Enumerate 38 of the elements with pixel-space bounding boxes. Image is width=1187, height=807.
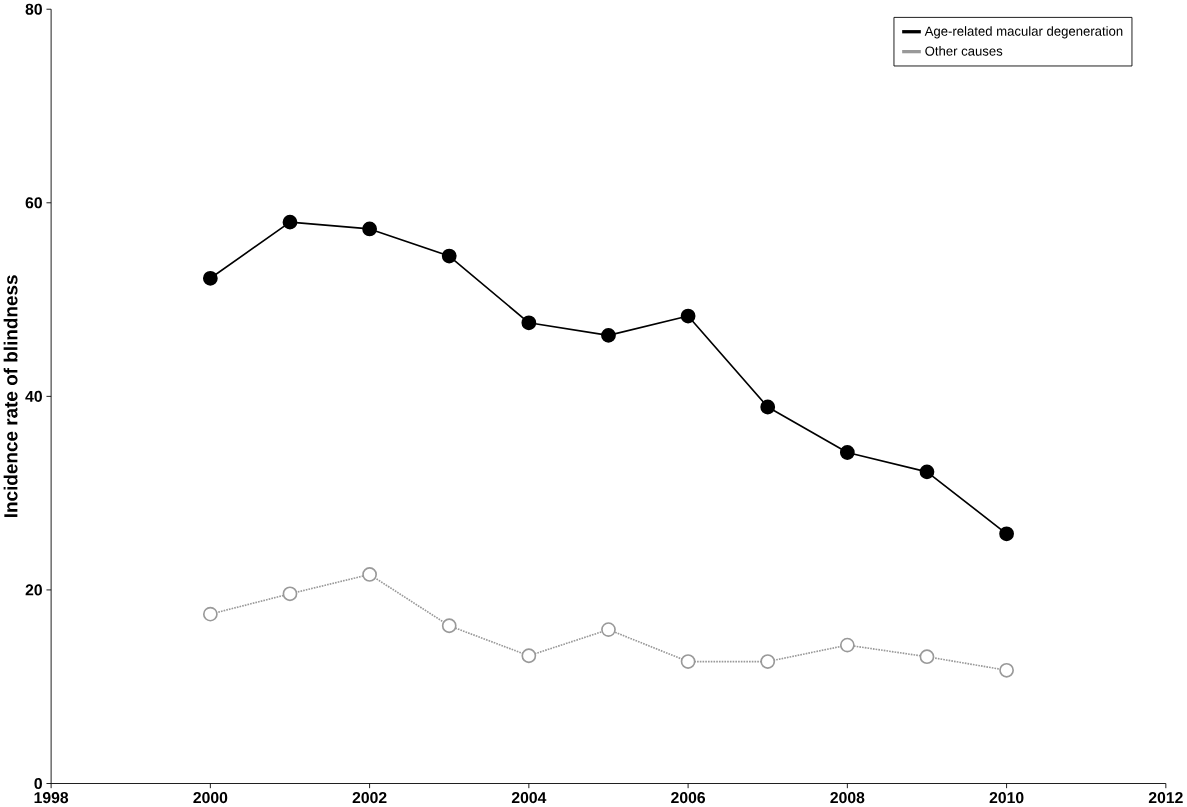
point <box>839 637 855 653</box>
y-tick-label: 80 <box>25 3 42 15</box>
point <box>601 622 616 638</box>
y-tick-label: 20 <box>25 584 42 596</box>
x-tick-label: 2002 <box>352 792 387 804</box>
x-tick-label: 2012 <box>1148 792 1183 804</box>
point <box>760 399 776 415</box>
point <box>839 445 855 460</box>
point <box>760 654 776 670</box>
point <box>362 567 377 582</box>
point <box>919 649 935 665</box>
legend-label: Age-related macular degeneration <box>924 26 1123 39</box>
point <box>362 221 377 237</box>
point <box>601 328 616 343</box>
x-tick-label: 2000 <box>193 792 228 804</box>
point <box>282 214 298 230</box>
legend-label: Other causes <box>925 46 1003 56</box>
x-tick-label: 2008 <box>830 792 865 804</box>
y-tick-label: 60 <box>25 197 42 209</box>
y-tick-label: 0 <box>34 778 42 790</box>
x-tick-label: 2010 <box>989 792 1024 804</box>
point <box>521 315 537 331</box>
point <box>441 248 457 264</box>
y-tick-label: 40 <box>25 390 42 403</box>
point <box>202 270 218 286</box>
x-tick-label: 1998 <box>34 792 69 804</box>
point <box>999 526 1014 542</box>
point <box>441 618 457 634</box>
point <box>680 308 696 324</box>
point <box>521 648 537 664</box>
x-tick-label: 2004 <box>511 792 547 804</box>
y-axis-title: Incidence rate of blindness <box>3 275 18 518</box>
x-tick-label: 2006 <box>671 792 706 804</box>
point <box>680 654 696 670</box>
point <box>202 606 218 622</box>
point <box>919 464 935 480</box>
point <box>282 586 298 602</box>
point <box>999 662 1014 678</box>
